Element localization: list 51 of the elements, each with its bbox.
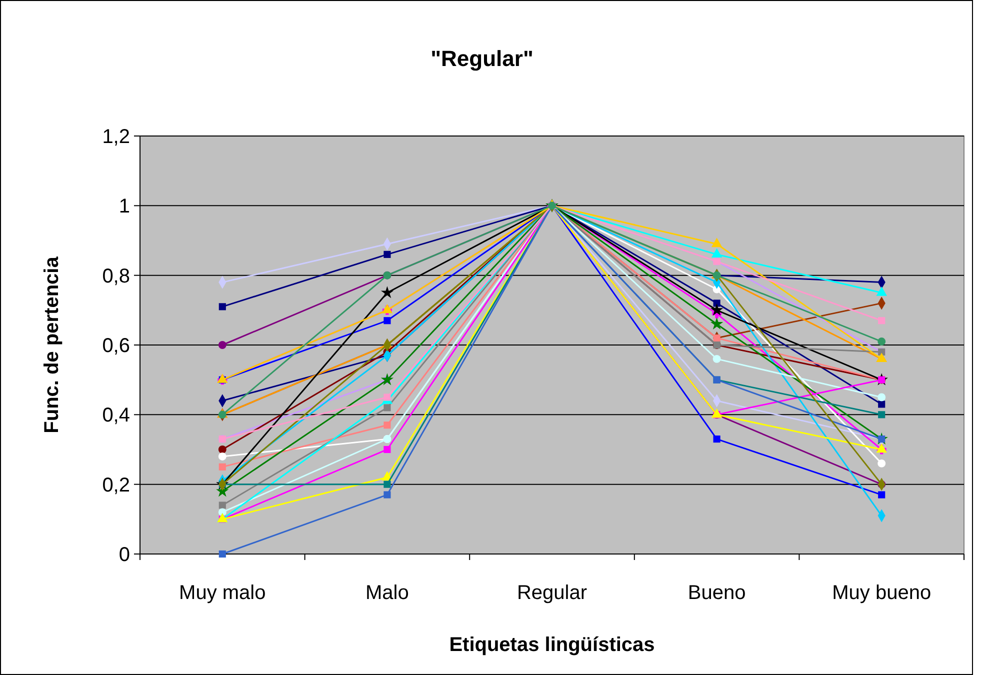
point	[878, 393, 886, 402]
y-tick-label: 0,6	[102, 335, 130, 357]
point	[384, 422, 391, 429]
x-tick-label: Regular	[516, 582, 588, 604]
point	[712, 354, 721, 363]
point	[384, 446, 391, 454]
point	[713, 334, 720, 342]
y-tick-label: 0,4	[102, 404, 130, 427]
point	[218, 303, 226, 310]
point	[711, 408, 722, 418]
point	[713, 300, 720, 307]
point	[710, 303, 724, 316]
point	[878, 491, 886, 498]
point	[713, 436, 720, 443]
point	[384, 480, 391, 488]
point	[384, 250, 391, 258]
y-tick-label: 0	[118, 544, 130, 566]
point	[218, 410, 226, 419]
point	[711, 238, 722, 248]
point	[218, 463, 226, 470]
point	[710, 317, 724, 330]
point	[218, 502, 226, 509]
y-tick-label: 1	[118, 196, 130, 218]
point	[878, 338, 886, 346]
x-tick-label: Malo	[366, 582, 409, 604]
point	[384, 491, 391, 498]
point	[876, 286, 887, 296]
y-tick-label: 0,2	[102, 474, 130, 496]
point	[878, 400, 886, 408]
point	[380, 373, 394, 386]
point	[384, 404, 391, 412]
point	[382, 471, 393, 480]
x-tick-label: Muy malo	[179, 582, 266, 604]
y-tick-label: 1,2	[102, 126, 130, 148]
point	[218, 341, 226, 349]
x-tick-label: Muy bueno	[832, 582, 932, 604]
point	[878, 317, 886, 324]
point	[384, 394, 391, 401]
point	[878, 411, 886, 418]
point	[878, 459, 886, 468]
point	[380, 286, 394, 298]
point	[711, 248, 722, 258]
chart-title: "Regular"	[430, 46, 534, 71]
point	[218, 550, 226, 558]
y-tick-label: 0,8	[102, 265, 130, 288]
point	[384, 317, 391, 324]
point	[218, 452, 226, 460]
x-axis-title: Etiquetas lingüísticas	[449, 634, 655, 656]
point	[218, 446, 226, 454]
y-axis-title: Func. de pertencia	[41, 256, 63, 434]
x-tick-label: Bueno	[688, 582, 746, 604]
